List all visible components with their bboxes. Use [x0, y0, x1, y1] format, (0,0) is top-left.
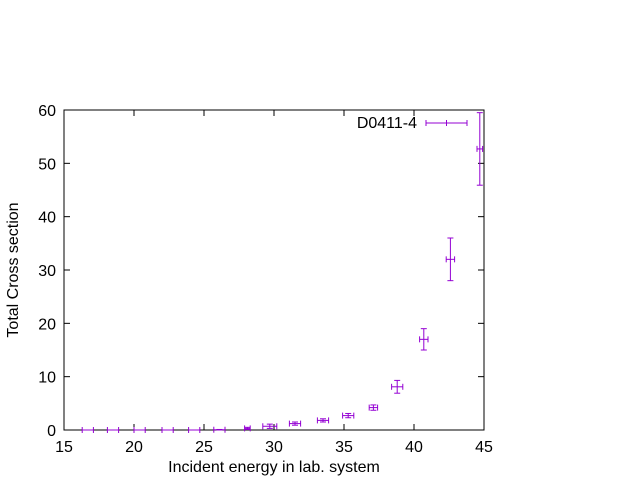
data-point	[106, 427, 120, 433]
data-point	[391, 379, 404, 394]
y-tick-label: 50	[38, 156, 56, 173]
y-tick-label: 40	[38, 210, 56, 227]
x-tick-label: 40	[405, 439, 423, 456]
y-tick-label: 10	[38, 370, 56, 387]
data-point	[419, 328, 429, 351]
x-axis-label: Incident energy in lab. system	[168, 459, 380, 476]
y-tick-label: 0	[47, 423, 56, 440]
y-axis-label: Total Cross section	[5, 202, 22, 337]
data-point	[342, 412, 355, 419]
x-tick-label: 25	[195, 439, 213, 456]
data-point	[288, 420, 302, 427]
x-tick-label: 20	[125, 439, 143, 456]
y-tick-label: 60	[38, 103, 56, 120]
data-point	[213, 426, 226, 433]
series-layer	[81, 112, 484, 433]
plot-frame	[63, 109, 485, 431]
data-point	[133, 427, 146, 433]
data-point	[244, 425, 251, 432]
x-tick-labels: 15 20 25 30 35 40 45	[55, 439, 493, 456]
data-point	[368, 404, 379, 411]
data-point	[262, 423, 278, 430]
x-tick-label: 30	[265, 439, 283, 456]
legend-label: D0411-4	[357, 115, 417, 132]
x-tick-label: 45	[475, 439, 493, 456]
data-point	[476, 112, 484, 186]
data-point	[445, 237, 456, 282]
data-point	[81, 427, 94, 433]
x-tick-label: 15	[55, 439, 73, 456]
axis-ticks	[63, 109, 485, 431]
data-point	[316, 417, 330, 424]
y-tick-labels: 0 10 20 30 40 50 60	[38, 103, 56, 440]
legend-sample	[425, 120, 468, 126]
y-tick-label: 20	[38, 316, 56, 333]
data-point	[161, 427, 174, 433]
x-tick-label: 35	[335, 439, 353, 456]
y-tick-label: 30	[38, 263, 56, 280]
data-point	[188, 427, 201, 433]
